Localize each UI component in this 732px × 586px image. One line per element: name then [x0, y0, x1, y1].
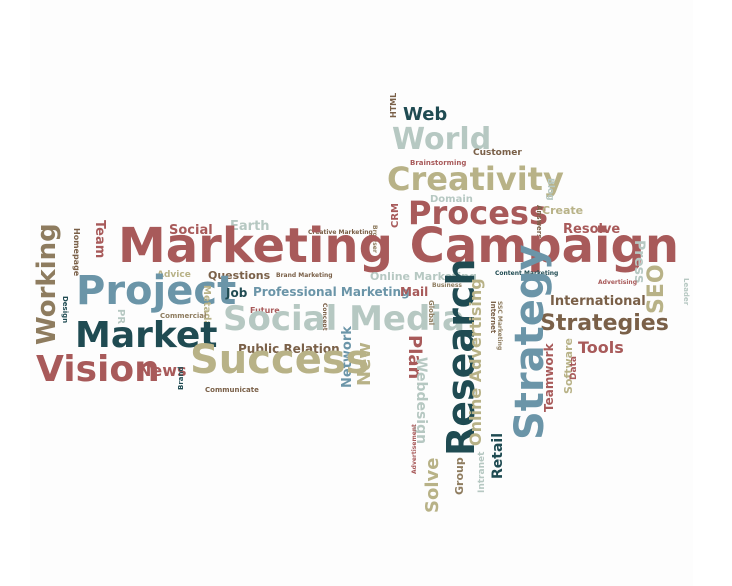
word-solve: Solve [422, 457, 443, 513]
word-retail: Retail [490, 432, 506, 479]
word-advertising: Advertising [598, 279, 637, 286]
word-internet: Internet [489, 301, 497, 334]
word-brand: Brand [177, 366, 185, 390]
word-success: Success [190, 337, 370, 383]
word-job: Job [226, 286, 248, 300]
word-social-media: Social Media [223, 299, 465, 339]
word-process: Process [408, 194, 548, 232]
word-news: News [138, 361, 187, 380]
word-public-relation: Public Relation [238, 342, 340, 356]
word-creativity: Creativity [387, 160, 564, 198]
word-new: New [354, 342, 375, 386]
word-vision: Vision [36, 349, 160, 390]
word-earth: Earth [230, 219, 270, 234]
word-communicate: Communicate [205, 386, 259, 394]
word-commercial: Commercial [160, 312, 207, 320]
word-design: Design [61, 296, 69, 324]
word-strategies: Strategies [540, 311, 669, 336]
word-web: Web [403, 104, 448, 125]
word-business: Business [432, 282, 462, 289]
word-ssc-marketing: SSC Marketing [496, 301, 503, 351]
word-data: Data [569, 356, 579, 380]
word-working: Working [32, 223, 62, 345]
word-resolve: Resolve [563, 222, 621, 237]
word-domain: Domain [430, 194, 473, 205]
word-global: Global [427, 300, 435, 326]
word-html: HTML [389, 92, 398, 118]
word-online-advertising: Online Advertising [466, 278, 485, 446]
word-international: International [550, 294, 646, 309]
word-mail: Mail [400, 285, 429, 299]
word-customer: Customer [473, 148, 522, 158]
word-cloud: HTML Web World Customer Brainstorming Cr… [30, 0, 693, 586]
word-brand-marketing: Brand Marketing [276, 272, 333, 279]
word-creative-marketing: Creative Marketing [308, 229, 373, 236]
word-questions: Questions [208, 269, 271, 282]
word-intranet: Intranet [477, 451, 487, 493]
word-future: Future [250, 306, 280, 315]
word-group: Group [453, 457, 466, 495]
word-social: Social [169, 223, 213, 238]
word-team: Team [92, 220, 107, 259]
word-brainstorming: Brainstorming [410, 159, 467, 167]
word-teamwork: Teamwork [542, 343, 556, 412]
word-project: Project [76, 268, 237, 314]
word-leader: Leader [682, 278, 690, 306]
word-content-marketing: Content Marketing [495, 270, 559, 277]
word-tools: Tools [578, 338, 624, 357]
word-seo: SEO [644, 264, 669, 314]
word-world: World [392, 122, 492, 157]
word-online-marketing: Online Marketing [370, 270, 477, 283]
word-advice: Advice [157, 270, 191, 280]
word-market: Market [75, 315, 218, 356]
word-marketing-campaign: Marketing Campaign [118, 218, 680, 274]
word-professional-marketing: Professional Marketing [253, 285, 410, 299]
word-create: Create [542, 204, 584, 217]
word-advertisement: Advertisement [411, 424, 418, 474]
